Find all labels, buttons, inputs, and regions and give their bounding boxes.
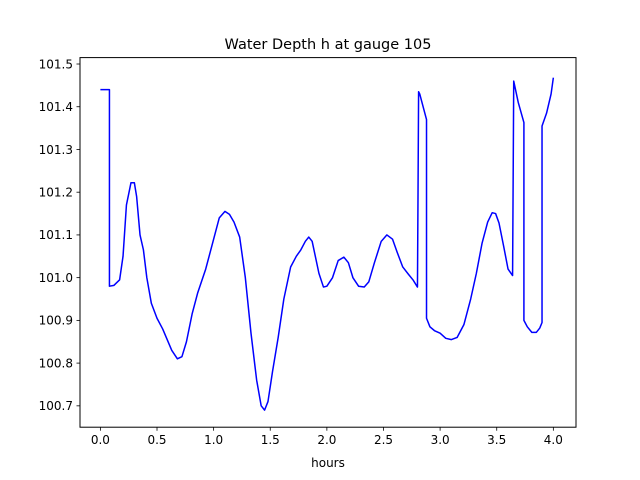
y-tick-label: 100.8: [39, 356, 73, 370]
y-axis: 100.7 100.8 100.9 101.0 101.1 101.2 101.3 101.4…: [39, 57, 80, 413]
x-tick-label: 3.0: [431, 433, 450, 447]
x-tick-label: 1.0: [204, 433, 223, 447]
y-tick-label: 101.4: [39, 100, 73, 114]
x-tick-label: 0.5: [147, 433, 166, 447]
y-tick-label: 101.2: [39, 185, 73, 199]
y-tick-label: 100.9: [39, 314, 73, 328]
x-axis-label: hours: [311, 456, 345, 470]
series-line-0: [100, 77, 555, 411]
series-layer: [100, 77, 555, 411]
x-tick-label: 1.5: [261, 433, 280, 447]
x-axis: 0.0 0.5 1.0 1.5 2.0 2.5 3.0 3.5 4.0: [91, 427, 563, 447]
x-tick-label: 2.5: [374, 433, 393, 447]
x-tick-label: 3.5: [487, 433, 506, 447]
y-tick-label: 101.5: [39, 57, 73, 71]
y-tick-label: 101.1: [39, 228, 73, 242]
y-tick-label: 101.0: [39, 271, 73, 285]
chart-title: Water Depth h at gauge 105: [225, 37, 432, 53]
x-tick-label: 4.0: [544, 433, 563, 447]
x-tick-label: 2.0: [317, 433, 336, 447]
y-tick-label: 101.3: [39, 143, 73, 157]
plot-frame: [79, 57, 577, 428]
y-tick-label: 100.7: [39, 399, 73, 413]
x-tick-label: 0.0: [91, 433, 110, 447]
